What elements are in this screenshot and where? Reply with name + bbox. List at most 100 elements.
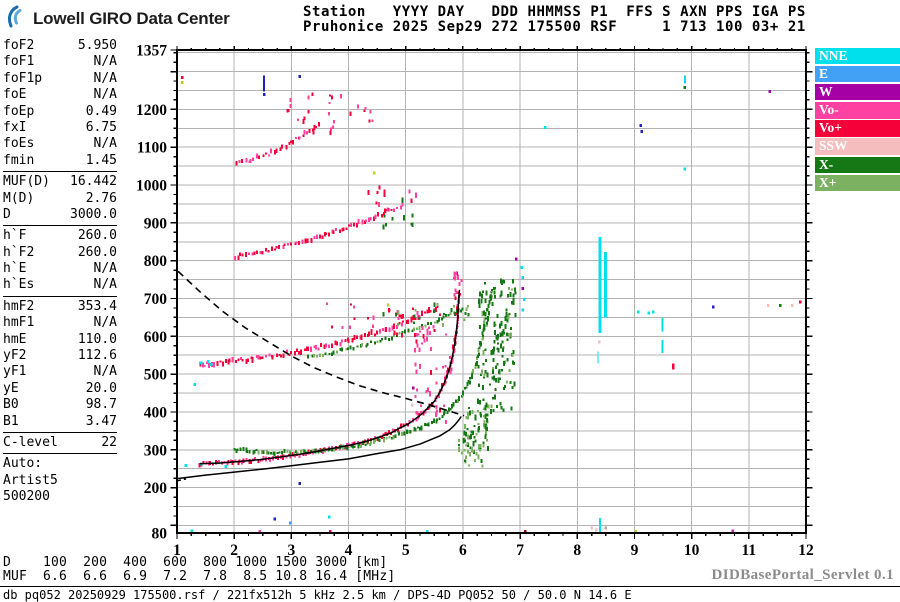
param-row-fof2: foF2 5.950 <box>3 38 117 54</box>
param-label: foEp <box>3 103 35 119</box>
param-label: yF1 <box>3 364 27 380</box>
param-row-b0: B0 98.7 <box>3 397 117 413</box>
d-row: D 100 200 400 600 800 1000 1500 3000 [km… <box>3 555 388 570</box>
svg-text:9: 9 <box>631 542 639 559</box>
param-value: 260.0 <box>77 228 117 244</box>
param-label: h`Es <box>3 277 35 293</box>
param-label: h`F2 <box>3 244 35 260</box>
param-label: h`E <box>3 261 27 277</box>
param-value: 110.0 <box>77 331 117 347</box>
param-row-fof1p: foF1p N/A <box>3 71 117 87</box>
param-value: N/A <box>93 54 117 70</box>
param-label: B0 <box>3 397 19 413</box>
auto-line-1: Artist5 <box>3 472 58 488</box>
auto-line-2: 500200 <box>3 489 50 505</box>
param-label: foF1 <box>3 54 35 70</box>
param-value: 3.47 <box>85 413 117 429</box>
svg-text:1200: 1200 <box>136 102 167 119</box>
panel-separator <box>3 171 117 173</box>
parameter-panel: foF2 5.950 foF1 N/A foF1p N/A foE N/A foEp 0.49 fx… <box>3 38 117 506</box>
svg-text:6: 6 <box>459 542 467 559</box>
svg-text:1000: 1000 <box>136 178 167 195</box>
legend-item-w: W <box>815 84 900 101</box>
svg-text:1: 1 <box>173 542 181 559</box>
logo-text: Lowell GIRO Data Center <box>33 8 230 28</box>
param-label: yE <box>3 380 19 396</box>
param-value: 16.442 <box>70 174 117 190</box>
param-label: foF1p <box>3 70 43 86</box>
param-row-yf1: yF1 N/A <box>3 364 117 380</box>
param-value: 260.0 <box>77 244 117 260</box>
param-row-foep: foEp 0.49 <box>3 104 117 120</box>
param-value: 353.4 <box>77 298 117 314</box>
svg-text:8: 8 <box>573 542 581 559</box>
param-label: hmF1 <box>3 315 35 331</box>
panel-separator <box>3 225 117 227</box>
panel-separator <box>3 295 117 297</box>
param-value: 5.950 <box>77 38 117 53</box>
param-row-ye: yE 20.0 <box>3 381 117 397</box>
param-label: D <box>3 206 11 222</box>
svg-text:500: 500 <box>144 367 168 384</box>
svg-text:7: 7 <box>516 542 524 559</box>
giro-logo: Lowell GIRO Data Center <box>7 5 230 32</box>
param-row-clevel: C-level 22 <box>3 435 117 451</box>
param-value: 98.7 <box>85 397 117 413</box>
param-label: M(D) <box>3 190 35 206</box>
param-value: N/A <box>93 87 117 103</box>
param-value: 1.45 <box>85 152 117 168</box>
param-row-fxi: fxI 6.75 <box>3 120 117 136</box>
svg-text:5: 5 <box>402 542 410 559</box>
auto-line-0: Auto: <box>3 456 43 472</box>
svg-text:900: 900 <box>144 215 168 232</box>
param-value: N/A <box>93 136 117 152</box>
param-row-hf2: h`F2 260.0 <box>3 245 117 261</box>
param-value: N/A <box>93 261 117 277</box>
param-label: hmF2 <box>3 298 35 314</box>
legend-item-nne: NNE <box>815 48 900 65</box>
param-label: yF2 <box>3 348 27 364</box>
param-row-foe: foE N/A <box>3 87 117 103</box>
status-separator <box>0 586 900 587</box>
legend-item-e: E <box>815 66 900 83</box>
svg-text:200: 200 <box>144 480 168 497</box>
param-row-he: h`E N/A <box>3 261 117 277</box>
legend-item-vo: Vo- <box>815 102 900 119</box>
param-row-hf: h`F 260.0 <box>3 228 117 244</box>
param-label: fmin <box>3 152 35 168</box>
param-row-foes: foEs N/A <box>3 136 117 152</box>
param-label: foEs <box>3 136 35 152</box>
param-label: fxI <box>3 119 27 135</box>
param-value: 2.76 <box>85 190 117 206</box>
param-row-fmin: fmin 1.45 <box>3 153 117 169</box>
param-label: foF2 <box>3 38 35 53</box>
giro-logo-icon <box>7 5 31 32</box>
param-value: 20.0 <box>85 380 117 396</box>
param-label: h`F <box>3 228 27 244</box>
param-row-mufd: MUF(D) 16.442 <box>3 174 117 190</box>
param-value: 112.6 <box>77 348 117 364</box>
station-header: Station YYYY DAY DDD HHMMSS P1 FFS S AXN… <box>303 5 806 35</box>
panel-separator <box>3 453 117 455</box>
legend-item-ssw: SSW <box>815 138 900 155</box>
param-label: B1 <box>3 413 19 429</box>
param-value: 6.75 <box>85 119 117 135</box>
svg-text:2: 2 <box>230 542 238 559</box>
svg-text:80: 80 <box>152 526 168 543</box>
svg-text:1357: 1357 <box>136 43 167 60</box>
param-row-md: M(D) 2.76 <box>3 191 117 207</box>
svg-text:4: 4 <box>345 542 353 559</box>
param-label: foE <box>3 87 27 103</box>
param-row-hme: hmE 110.0 <box>3 332 117 348</box>
svg-text:3: 3 <box>287 542 295 559</box>
param-row-hes: h`Es N/A <box>3 277 117 293</box>
svg-text:10: 10 <box>684 542 700 559</box>
param-row-b1: B1 3.47 <box>3 414 117 430</box>
station-header-values: Pruhonice 2025 Sep29 272 175500 RSF 1 71… <box>303 19 806 35</box>
panel-separator <box>3 431 117 433</box>
param-label: C-level <box>3 434 58 450</box>
param-value: N/A <box>93 364 117 380</box>
muf-row: MUF 6.6 6.6 6.9 7.2 7.8 8.5 10.8 16.4 [M… <box>3 568 396 584</box>
param-value: 3000.0 <box>70 206 117 222</box>
